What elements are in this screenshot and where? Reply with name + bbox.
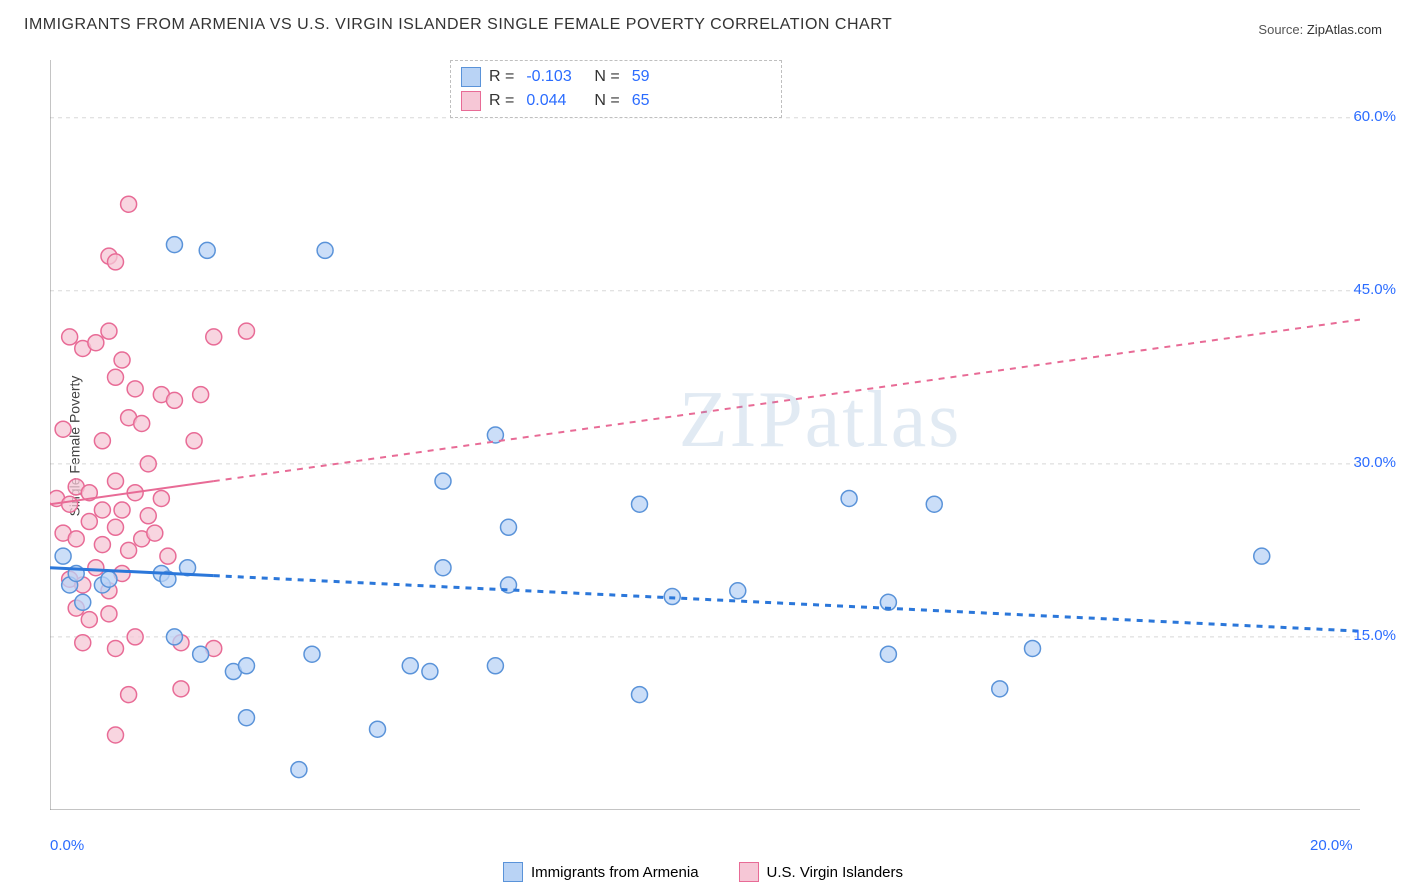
legend-label: U.S. Virgin Islanders [767, 864, 903, 881]
legend-bottom-item: U.S. Virgin Islanders [739, 862, 903, 882]
series-legend: Immigrants from Armenia U.S. Virgin Islan… [0, 862, 1406, 882]
legend-label: Immigrants from Armenia [531, 864, 699, 881]
legend-swatch [503, 862, 523, 882]
legend-top-row: R = -0.103 N = 59 [451, 65, 781, 89]
n-value: 59 [632, 68, 692, 86]
x-tick-label: 0.0% [50, 837, 84, 854]
chart-container: IMMIGRANTS FROM ARMENIA VS U.S. VIRGIN I… [0, 0, 1406, 892]
legend-swatch [739, 862, 759, 882]
source-credit: Source: ZipAtlas.com [1258, 22, 1382, 37]
r-label: R = [489, 92, 514, 110]
scatter-svg [50, 60, 1360, 810]
correlation-legend: R = -0.103 N = 59 R = 0.044 N = 65 [450, 60, 782, 118]
y-tick-label: 45.0% [1353, 281, 1396, 298]
source-value: ZipAtlas.com [1307, 22, 1382, 37]
plot-area [50, 60, 1360, 810]
n-label: N = [594, 92, 619, 110]
r-value: -0.103 [526, 68, 586, 86]
n-label: N = [594, 68, 619, 86]
r-label: R = [489, 68, 514, 86]
n-value: 65 [632, 92, 692, 110]
y-tick-label: 60.0% [1353, 108, 1396, 125]
y-tick-label: 15.0% [1353, 627, 1396, 644]
chart-title: IMMIGRANTS FROM ARMENIA VS U.S. VIRGIN I… [24, 16, 892, 34]
y-tick-label: 30.0% [1353, 454, 1396, 471]
x-tick-label: 20.0% [1310, 837, 1353, 854]
source-label: Source: [1258, 22, 1303, 37]
r-value: 0.044 [526, 92, 586, 110]
legend-top-row: R = 0.044 N = 65 [451, 89, 781, 113]
legend-swatch [461, 67, 481, 87]
legend-bottom-item: Immigrants from Armenia [503, 862, 699, 882]
legend-swatch [461, 91, 481, 111]
